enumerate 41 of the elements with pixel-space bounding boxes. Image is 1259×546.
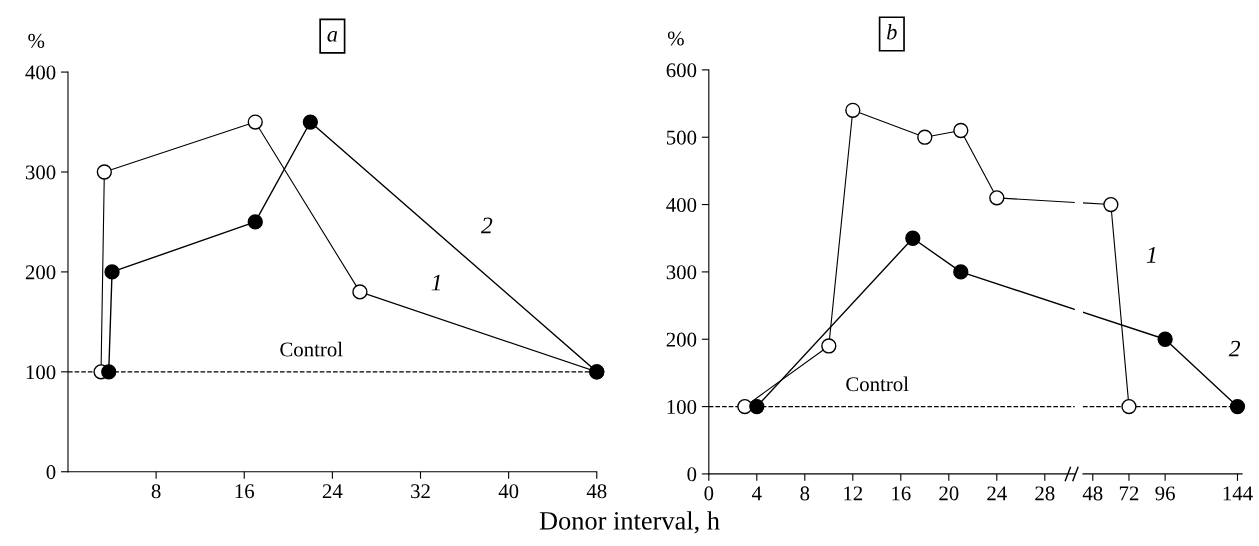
ref-line-label: Control — [280, 341, 343, 357]
y-tick-label: 200 — [25, 265, 56, 280]
y-tick-label: 600 — [666, 63, 697, 78]
x-tick-label: 20 — [939, 486, 959, 501]
x-tick-label: 48 — [586, 484, 607, 499]
chart-title: a — [327, 31, 338, 42]
chart-title: b — [887, 23, 897, 40]
x-tick-label: 48 — [1082, 486, 1103, 501]
y-tick-label: 500 — [666, 130, 697, 145]
y-tick-label: 200 — [666, 332, 697, 347]
x-tick-label: 24 — [987, 486, 1007, 501]
series-label: 2 — [1228, 340, 1241, 357]
x-tick-label: 16 — [892, 486, 911, 501]
series-label: 2 — [481, 217, 493, 234]
series-label: 1 — [431, 274, 441, 291]
text: Donor interval, h — [539, 511, 720, 534]
x-tick-label: 96 — [1155, 486, 1175, 501]
x-tick-label: 4 — [752, 486, 762, 501]
x-tick-label: 12 — [844, 486, 863, 501]
x-tick-label: 28 — [1035, 486, 1055, 501]
x-tick-label: 144 — [1223, 486, 1253, 501]
x-tick-label: 32 — [411, 484, 430, 499]
y-axis-title: % — [28, 33, 45, 48]
x-tick-label: 16 — [235, 484, 255, 499]
y-tick-label: 100 — [667, 399, 697, 415]
x-tick-label: 40 — [498, 484, 519, 499]
y-tick-label: 400 — [25, 65, 56, 80]
y-tick-label: 400 — [666, 197, 697, 212]
x-tick-label: 8 — [151, 484, 161, 499]
x-tick-label: 8 — [800, 486, 810, 501]
y-tick-label: 0 — [687, 467, 697, 482]
x-tick-label: 24 — [322, 484, 343, 499]
x-tick-label: 0 — [704, 486, 714, 501]
y-axis-title: % — [667, 31, 684, 46]
series-label: 1 — [1146, 247, 1156, 263]
y-tick-label: 100 — [26, 365, 56, 380]
y-tick-label: 300 — [666, 265, 697, 280]
y-tick-label: 300 — [25, 165, 56, 180]
y-tick-label: 0 — [46, 465, 56, 480]
x-tick-label: 72 — [1119, 486, 1139, 501]
ref-line-label: Control — [846, 376, 909, 392]
